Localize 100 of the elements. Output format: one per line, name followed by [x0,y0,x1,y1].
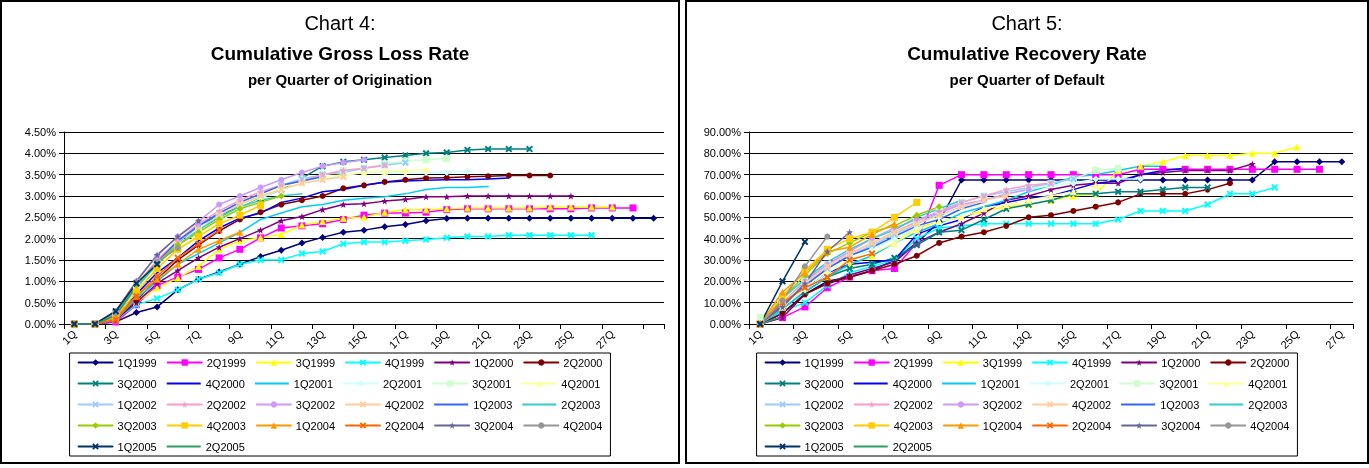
legend-label: 1Q2003 [473,398,513,411]
x-tick-label: 23Q [1233,327,1257,351]
legend-label: 4Q1999 [1072,356,1112,369]
chart-subtitle: Cumulative Gross Loss Rate per Quarter of Origination [210,42,470,88]
x-tick-label: 15Q [345,327,369,351]
legend-label: 3Q2003 [117,419,157,432]
legend-label: 4Q2003 [893,419,933,432]
x-tick-label: 5Q [142,327,162,347]
legend-label: 2Q2002 [206,398,246,411]
y-tick-label: 70.00% [703,168,742,181]
legend-label: 3Q2003 [804,419,844,432]
legend-label: 2Q2004 [385,419,425,432]
legend-label: 3Q2004 [1161,419,1201,432]
y-tick-label: 2.00% [24,232,57,245]
chart-title: Chart 4: [304,12,376,34]
x-tick-label: 1Q [59,327,79,347]
legend-label: 4Q2001 [561,377,601,390]
legend-label: 2Q2003 [561,398,601,411]
y-tick-label: 10.00% [703,296,742,309]
y-tick-label: 60.00% [703,190,742,202]
x-tick-label: 27Q [1322,327,1347,351]
x-tick-label: 25Q [1278,327,1302,351]
legend-label: 4Q2002 [1072,398,1112,411]
x-tick-label: 19Q [427,327,452,351]
legend-label: 4Q2001 [1248,377,1288,390]
x-tick-label: 27Q [593,327,617,351]
x-tick-label: 11Q [965,327,989,351]
legend-label: 4Q2000 [205,377,245,390]
y-tick-label: 4.00% [24,147,57,160]
chart-title: Chart 5: [991,12,1063,34]
legend-label: 2Q2004 [1072,419,1112,432]
y-tick-label: 90.00% [703,126,742,138]
x-tick-label: 15Q [1054,327,1078,351]
legend-label: 1Q2001 [980,377,1021,390]
x-tick-label: 9Q [225,327,245,347]
legend-label: 1Q2002 [117,398,157,411]
y-tick-label: 0.50% [24,296,57,309]
x-tick-label: 3Q [790,327,810,347]
y-tick-label: 20.00% [703,275,742,288]
legend-label: 4Q1999 [385,356,425,369]
x-tick-label: 19Q [1143,327,1168,351]
y-tick-label: 80.00% [703,147,742,160]
x-tick-label: 1Q [745,327,765,347]
x-tick-label: 21Q [469,327,493,351]
legend-label: 3Q2000 [117,377,157,390]
legend-label: 3Q2001 [1159,377,1199,390]
legend-label: 3Q2000 [804,377,844,390]
legend-label: 2Q2005 [205,440,245,453]
legend-label: 3Q1999 [982,356,1023,369]
x-tick-label: 3Q [101,327,121,347]
legend-label: 2Q2002 [893,398,933,411]
y-tick-label: 4.50% [24,126,57,138]
legend-label: 1Q1999 [117,356,157,369]
x-tick-label: 7Q [879,327,899,347]
x-tick-label: 5Q [835,327,855,347]
legend-label: 2Q2001 [383,377,423,390]
x-tick-label: 7Q [183,327,204,347]
legend-label: 1Q2001 [293,377,334,390]
legend-label: 3Q2004 [474,419,514,432]
legend-label: 2Q2001 [1070,377,1110,390]
y-tick-label: 40.00% [703,232,742,245]
y-tick-label: 0.00% [24,318,57,330]
legend-label: 4Q2000 [892,377,932,390]
legend-label: 3Q2001 [472,377,512,390]
x-tick-label: 17Q [1099,327,1123,351]
y-tick-label: 30.00% [703,254,742,266]
y-tick-label: 3.50% [24,168,57,181]
y-tick-label: 3.00% [24,190,57,202]
legend-label: 2Q2000 [1250,356,1290,369]
legend-label: 2Q1999 [893,356,933,369]
legend-label: 1Q2000 [1161,356,1201,369]
legend-label: 1Q2004 [295,419,336,432]
legend-label: 3Q2002 [982,398,1023,411]
legend-label: 3Q1999 [295,356,336,369]
legend-label: 1Q2005 [117,440,157,453]
legend-label: 1Q1999 [804,356,844,369]
x-tick-label: 21Q [1188,327,1213,351]
y-tick-label: 1.00% [24,275,57,288]
x-tick-label: 17Q [386,327,410,351]
y-tick-label: 1.50% [24,254,57,266]
y-tick-label: 50.00% [703,211,742,224]
legend-label: 1Q2005 [804,440,844,453]
x-tick-label: 25Q [551,327,576,351]
legend-label: 4Q2004 [1250,419,1290,432]
legend-label: 2Q2003 [1248,398,1288,411]
chart-subtitle: Cumulative Recovery Rate per Quarter of Default [907,42,1147,88]
legend-label: 1Q2003 [1160,398,1200,411]
y-tick-label: 2.50% [24,211,57,224]
legend-label: 2Q2005 [892,440,932,453]
legend-label: 1Q2000 [474,356,514,369]
legend-label: 4Q2004 [563,419,603,432]
x-tick-label: 13Q [303,327,328,351]
legend-label: 1Q2002 [804,398,844,411]
legend-label: 3Q2002 [295,398,336,411]
x-tick-label: 9Q [924,327,944,347]
legend-label: 4Q2003 [206,419,246,432]
legend-label: 1Q2004 [982,419,1023,432]
x-tick-label: 23Q [510,327,535,351]
x-tick-label: 13Q [1009,327,1034,351]
x-tick-label: 11Q [262,327,286,351]
